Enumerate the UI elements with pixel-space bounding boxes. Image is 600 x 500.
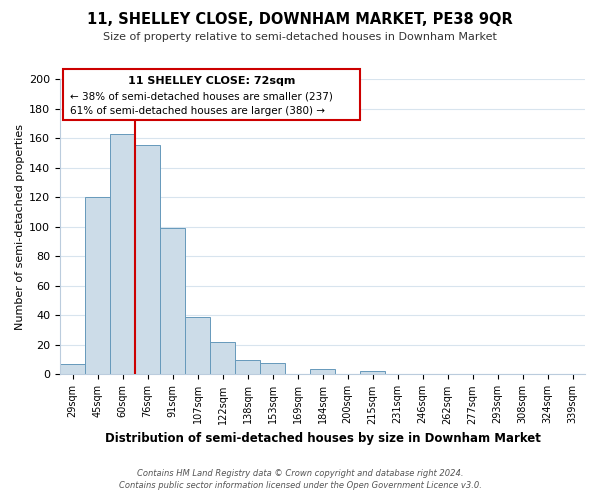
Bar: [85, 197, 110, 374]
Text: Size of property relative to semi-detached houses in Downham Market: Size of property relative to semi-detach…: [103, 32, 497, 42]
Bar: [260, 362, 285, 374]
Bar: [360, 372, 385, 374]
Bar: [310, 368, 335, 374]
Bar: [60, 364, 85, 374]
Text: 61% of semi-detached houses are larger (380) →: 61% of semi-detached houses are larger (…: [70, 106, 325, 116]
Y-axis label: Number of semi-detached properties: Number of semi-detached properties: [15, 124, 25, 330]
Text: 11, SHELLEY CLOSE, DOWNHAM MARKET, PE38 9QR: 11, SHELLEY CLOSE, DOWNHAM MARKET, PE38 …: [87, 12, 513, 28]
Bar: [160, 228, 185, 374]
Bar: [185, 317, 210, 374]
Text: Contains public sector information licensed under the Open Government Licence v3: Contains public sector information licen…: [119, 481, 481, 490]
Text: 11 SHELLEY CLOSE: 72sqm: 11 SHELLEY CLOSE: 72sqm: [128, 76, 295, 86]
Bar: [135, 146, 160, 374]
Bar: [110, 134, 135, 374]
Bar: [210, 342, 235, 374]
Bar: [235, 360, 260, 374]
Text: Contains HM Land Registry data © Crown copyright and database right 2024.: Contains HM Land Registry data © Crown c…: [137, 468, 463, 477]
Text: ← 38% of semi-detached houses are smaller (237): ← 38% of semi-detached houses are smalle…: [70, 92, 333, 102]
X-axis label: Distribution of semi-detached houses by size in Downham Market: Distribution of semi-detached houses by …: [104, 432, 541, 445]
Bar: [62, 68, 360, 120]
